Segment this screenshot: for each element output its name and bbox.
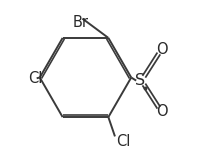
Text: S: S (136, 73, 146, 88)
Text: O: O (156, 104, 168, 119)
Text: Cl: Cl (117, 134, 131, 148)
Text: O: O (156, 42, 168, 57)
Text: Br: Br (73, 15, 89, 30)
Text: Cl: Cl (28, 71, 43, 86)
